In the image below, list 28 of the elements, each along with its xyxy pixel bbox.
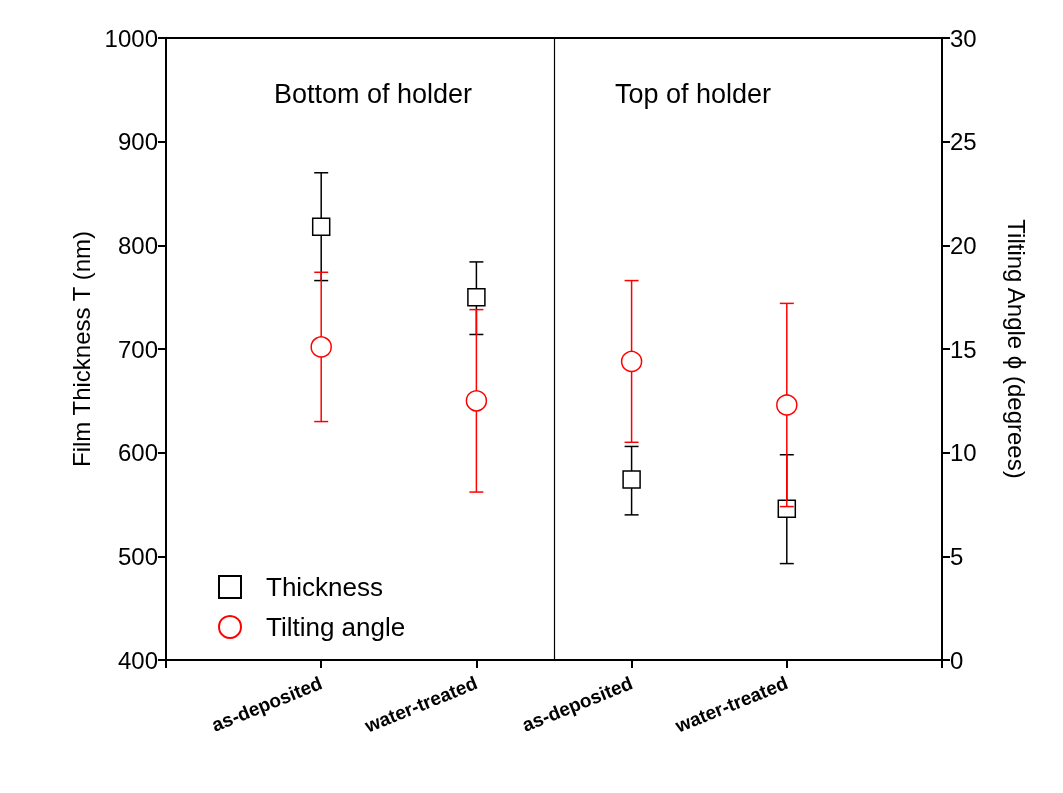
point: [622, 470, 641, 489]
y-tick-label: 1000: [104, 24, 158, 52]
y-tick-label: 800: [117, 231, 158, 259]
y-tick-label: 900: [117, 128, 158, 156]
y-tick-label: 500: [117, 542, 158, 570]
y2-tick-label: 25: [950, 128, 977, 156]
point: [620, 350, 643, 373]
legend-label: Thickness: [266, 572, 384, 602]
y2-tick-label: 15: [950, 335, 977, 363]
annotation: Bottom of holder: [274, 78, 473, 109]
point: [776, 394, 798, 416]
y2-tick-label: 20: [950, 231, 977, 259]
legend-label: Tilting angle: [266, 612, 406, 642]
point: [467, 287, 486, 307]
y2-tick-label: 5: [950, 542, 964, 570]
y2-tick-label: 10: [950, 439, 977, 467]
y2-tick-label: 0: [950, 646, 964, 674]
y-tick-label: 400: [117, 646, 158, 674]
y2-tick-label: 30: [950, 24, 977, 52]
y2-axis-title: Tilting Angle ϕ (degrees): [1002, 219, 1030, 479]
point: [311, 217, 331, 236]
y-axis-title: Film Thickness T (nm): [68, 230, 96, 468]
annotation: Top of holder: [615, 78, 772, 109]
point: [310, 336, 332, 358]
point: [777, 499, 797, 518]
y-tick-label: 700: [117, 335, 158, 363]
point: [465, 390, 488, 412]
y-tick-label: 600: [117, 439, 158, 467]
